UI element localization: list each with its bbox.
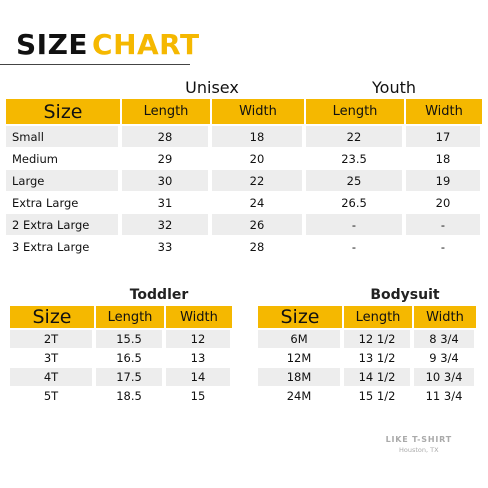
column-header: Width [406, 99, 482, 124]
column-header: Width [166, 306, 232, 328]
table-cell: - [306, 214, 402, 235]
title-chart: CHART [92, 28, 200, 61]
table-cell: 19 [406, 170, 480, 191]
table-cell: 18 [406, 148, 480, 169]
table-cell: 2 Extra Large [6, 214, 118, 235]
unisex-heading: Unisex [185, 78, 239, 97]
table-cell: 20 [212, 148, 302, 169]
table-cell: - [406, 214, 480, 235]
youth-heading: Youth [372, 78, 416, 97]
table-cell: 12M [258, 349, 340, 367]
table-cell: 4T [10, 368, 92, 386]
table-cell: 22 [306, 126, 402, 147]
table-cell: 24 [212, 192, 302, 213]
table-cell: - [306, 236, 402, 257]
table-cell: 23.5 [306, 148, 402, 169]
title-underline [0, 64, 190, 65]
table-cell: 5T [10, 387, 92, 405]
table-cell: 25 [306, 170, 402, 191]
bodysuit-heading: Bodysuit [370, 287, 440, 303]
column-header: Length [96, 306, 164, 328]
table-cell: 22 [212, 170, 302, 191]
table-cell: 28 [212, 236, 302, 257]
column-header: Size [10, 306, 94, 328]
table-cell: 17.5 [96, 368, 162, 386]
title-size: SIZE [16, 28, 89, 61]
table-cell: - [406, 236, 480, 257]
table-cell: Large [6, 170, 118, 191]
table-cell: 12 1/2 [344, 330, 410, 348]
table-cell: 33 [122, 236, 208, 257]
table-cell: 11 3/4 [414, 387, 474, 405]
column-header: Size [6, 99, 120, 124]
table-cell: 10 3/4 [414, 368, 474, 386]
table-cell: 29 [122, 148, 208, 169]
column-header: Length [306, 99, 404, 124]
page-title: SIZE CHART [16, 28, 200, 61]
table-cell: 15.5 [96, 330, 162, 348]
table-cell: 18.5 [96, 387, 162, 405]
table-cell: 3T [10, 349, 92, 367]
table-cell: 26 [212, 214, 302, 235]
table-cell: Small [6, 126, 118, 147]
column-header: Size [258, 306, 342, 328]
table-cell: 14 [166, 368, 230, 386]
table-cell: 12 [166, 330, 230, 348]
table-cell: 16.5 [96, 349, 162, 367]
column-header: Width [414, 306, 476, 328]
table-cell: 31 [122, 192, 208, 213]
table-cell: 17 [406, 126, 480, 147]
toddler-heading: Toddler [129, 287, 189, 303]
table-cell: Extra Large [6, 192, 118, 213]
table-cell: 8 3/4 [414, 330, 474, 348]
column-header: Width [212, 99, 304, 124]
table-cell: 20 [406, 192, 480, 213]
table-cell: 26.5 [306, 192, 402, 213]
brand-location: Houston, TX [399, 446, 439, 454]
table-cell: 13 [166, 349, 230, 367]
brand-name: LIKE T-SHIRT [385, 435, 452, 444]
table-cell: 18M [258, 368, 340, 386]
table-cell: 24M [258, 387, 340, 405]
table-cell: 3 Extra Large [6, 236, 118, 257]
table-cell: 14 1/2 [344, 368, 410, 386]
table-cell: 9 3/4 [414, 349, 474, 367]
table-cell: 13 1/2 [344, 349, 410, 367]
table-cell: 15 [166, 387, 230, 405]
table-cell: 6M [258, 330, 340, 348]
column-header: Length [344, 306, 412, 328]
column-header: Length [122, 99, 210, 124]
table-cell: Medium [6, 148, 118, 169]
table-cell: 32 [122, 214, 208, 235]
table-cell: 28 [122, 126, 208, 147]
table-cell: 15 1/2 [344, 387, 410, 405]
table-cell: 18 [212, 126, 302, 147]
table-cell: 30 [122, 170, 208, 191]
table-cell: 2T [10, 330, 92, 348]
brand-mark: LIKE T-SHIRT Houston, TX [386, 435, 452, 454]
